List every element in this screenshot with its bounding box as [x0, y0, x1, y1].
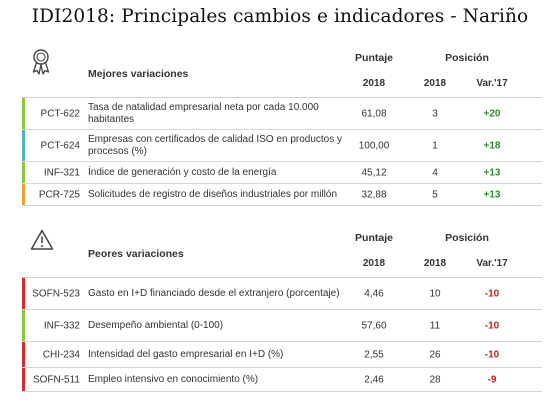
table-row: PCR-725 Solicitudes de registro de diseñ…: [22, 184, 542, 206]
best-variations-header: Mejores variaciones Puntaje Posición 201…: [22, 44, 542, 98]
indicator-variation: +13: [483, 167, 501, 178]
category-color-bar: [22, 310, 25, 341]
section-title: Mejores variaciones: [88, 68, 189, 80]
indicator-description: Gasto en I+D financiado desde el extranj…: [88, 287, 340, 299]
table-row: INF-321 Índice de generación y costo de …: [22, 162, 542, 184]
table-row: PCT-624 Empresas con certificados de cal…: [22, 130, 542, 162]
indicator-description: Tasa de natalidad empresarial neta por c…: [88, 101, 319, 125]
indicator-score: 32,88: [361, 189, 387, 200]
column-header-puntaje: Puntaje: [355, 232, 393, 244]
indicator-position: 5: [432, 189, 438, 200]
indicator-score: 4,46: [364, 288, 384, 299]
column-header-position-year: 2018: [423, 78, 447, 89]
indicator-score: 45,12: [361, 167, 387, 178]
section-title: Peores variaciones: [88, 248, 184, 260]
indicator-score: 100,00: [358, 140, 390, 151]
column-header-position-year: 2018: [423, 258, 447, 269]
indicator-score: 2,55: [364, 349, 384, 360]
category-color-bar: [22, 130, 25, 161]
category-color-bar: [22, 368, 25, 391]
indicator-code: PCT-622: [40, 108, 80, 119]
indicator-description: Empresas con certificados de calidad ISO…: [88, 133, 343, 157]
indicator-variation: -10: [484, 320, 500, 331]
indicator-position: 26: [429, 349, 441, 360]
indicator-code: PCR-725: [38, 189, 80, 200]
indicator-code: CHI-234: [42, 349, 80, 360]
indicator-variation: +13: [483, 189, 501, 200]
column-header-posicion: Posición: [445, 232, 489, 244]
indicator-code: INF-332: [43, 320, 80, 331]
category-color-bar: [22, 98, 25, 129]
category-color-bar: [22, 162, 25, 183]
column-header-posicion: Posición: [445, 52, 489, 64]
indicator-variation: +20: [483, 108, 501, 119]
indicator-code: SOFN-511: [32, 374, 80, 385]
indicator-description: Solicitudes de registro de diseños indus…: [88, 188, 338, 200]
indicator-position: 28: [429, 374, 441, 385]
indicator-description: Índice de generación y costo de la energ…: [88, 166, 277, 178]
indicator-position: 11: [429, 320, 441, 331]
worst-variations-section: Peores variaciones Puntaje Posición 2018…: [22, 224, 542, 392]
indicator-variation: -9: [487, 374, 497, 385]
indicator-score: 61,08: [361, 108, 387, 119]
indicator-score: 2,46: [364, 374, 384, 385]
category-color-bar: [22, 278, 25, 309]
column-header-score-year: 2018: [362, 258, 386, 269]
category-color-bar: [22, 342, 25, 367]
warning-triangle-icon: [30, 228, 54, 257]
indicator-variation: -10: [484, 288, 500, 299]
indicator-score: 57,60: [361, 320, 387, 331]
table-row: SOFN-523 Gasto en I+D financiado desde e…: [22, 278, 542, 310]
table-row: CHI-234 Intensidad del gasto empresarial…: [22, 342, 542, 368]
indicator-position: 10: [429, 288, 441, 299]
indicator-variation: -10: [484, 349, 500, 360]
page-title: IDI2018: Principales cambios e indicador…: [31, 6, 529, 27]
column-header-puntaje: Puntaje: [355, 52, 393, 64]
indicator-description: Desempeño ambiental (0-100): [88, 319, 224, 331]
indicator-description: Intensidad del gasto empresarial en I+D …: [88, 348, 284, 360]
indicator-position: 1: [432, 140, 438, 151]
indicator-code: INF-321: [43, 167, 80, 178]
worst-variations-header: Peores variaciones Puntaje Posición 2018…: [22, 224, 542, 278]
indicator-position: 4: [432, 167, 438, 178]
category-color-bar: [22, 184, 25, 205]
table-row: INF-332 Desempeño ambiental (0-100) 57,6…: [22, 310, 542, 342]
indicator-position: 3: [432, 108, 438, 119]
best-variations-section: Mejores variaciones Puntaje Posición 201…: [22, 44, 542, 206]
table-row: SOFN-511 Empleo intensivo en conocimient…: [22, 368, 542, 392]
award-ribbon-icon: [30, 48, 52, 83]
column-header-variation: Var.'17: [476, 258, 508, 269]
column-header-variation: Var.'17: [476, 78, 508, 89]
indicator-code: PCT-624: [40, 140, 80, 151]
indicator-code: SOFN-523: [32, 288, 80, 299]
indicator-description: Empleo intensivo en conocimiento (%): [88, 373, 259, 385]
column-header-score-year: 2018: [362, 78, 386, 89]
indicator-variation: +18: [483, 140, 501, 151]
table-row: PCT-622 Tasa de natalidad empresarial ne…: [22, 98, 542, 130]
